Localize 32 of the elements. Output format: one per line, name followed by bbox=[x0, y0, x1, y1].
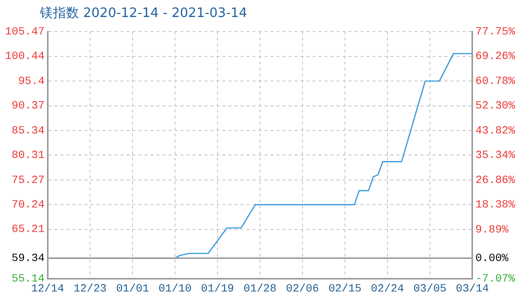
x-tick-label: 02/15 bbox=[328, 283, 362, 296]
y-tick-label: 80.31 bbox=[12, 150, 45, 162]
x-tick-label: 03/14 bbox=[456, 283, 490, 296]
y-tick-label: 105.47 bbox=[4, 26, 45, 39]
y-tick-label: 85.34 bbox=[12, 125, 45, 138]
y2-tick-label: 52.30% bbox=[475, 100, 516, 113]
y2-tick-label: 43.82% bbox=[475, 125, 516, 138]
y2-tick-label: 26.86% bbox=[475, 174, 516, 187]
y-tick-label: 95.4 bbox=[18, 76, 46, 88]
y-tick-label: 65.21 bbox=[12, 224, 45, 236]
y-tick-label: 75.27 bbox=[12, 174, 45, 187]
x-tick-label: 01/19 bbox=[201, 283, 234, 296]
chart-title: 镁指数 2020-12-14 - 2021-03-14 bbox=[40, 5, 248, 22]
y-tick-label: 70.24 bbox=[12, 200, 45, 212]
x-tick-label: 01/10 bbox=[158, 283, 192, 296]
y2-tick-label: 0.00% bbox=[475, 253, 509, 266]
y2-tick-label: 18.38% bbox=[475, 200, 516, 212]
y-tick-label: 100.44 bbox=[4, 51, 45, 64]
y2-tick-label: 77.75% bbox=[475, 26, 516, 39]
x-tick-label: 12/23 bbox=[74, 283, 107, 296]
x-tick-label: 01/28 bbox=[243, 283, 277, 296]
y-tick-label: 90.37 bbox=[12, 100, 45, 113]
y-tick-label: 59.34 bbox=[12, 253, 45, 266]
y2-tick-label: 9.89% bbox=[475, 224, 509, 236]
x-tick-label: 02/06 bbox=[286, 283, 319, 296]
y2-tick-label: 60.78% bbox=[475, 76, 516, 88]
y2-tick-label: 69.26% bbox=[475, 51, 516, 64]
x-tick-label: 01/01 bbox=[116, 283, 150, 296]
x-tick-label: 02/24 bbox=[370, 283, 404, 296]
x-tick-label: 12/14 bbox=[31, 283, 65, 296]
y2-tick-label: 35.34% bbox=[475, 150, 516, 162]
x-tick-label: 03/05 bbox=[413, 283, 446, 296]
